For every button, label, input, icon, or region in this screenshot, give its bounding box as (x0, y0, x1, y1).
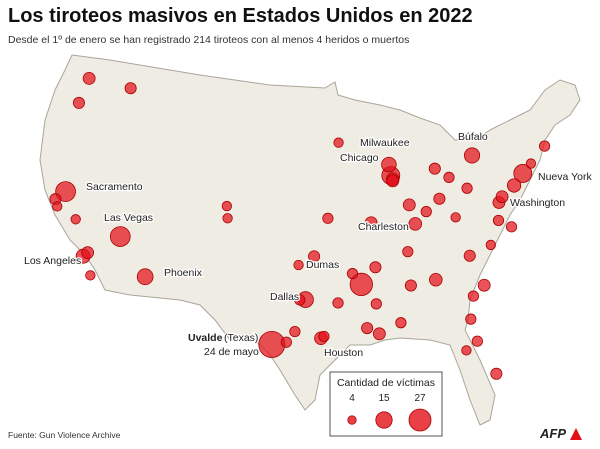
shooting-bubble (136, 268, 154, 286)
shooting-bubble (221, 200, 233, 212)
shooting-bubble (124, 82, 137, 95)
shooting-bubble (370, 298, 382, 310)
shooting-bubble (289, 325, 301, 338)
shooting-bubble (485, 239, 496, 251)
shooting-bubble (433, 192, 446, 205)
shooting-bubble (525, 158, 537, 169)
shooting-bubble (513, 164, 533, 183)
shooting-bubble (505, 221, 518, 233)
shooting-bubble (70, 214, 81, 225)
city-label: Búfalo (458, 131, 488, 143)
uvalde-date: 24 de mayo (204, 346, 259, 358)
city-label: Houston (324, 347, 363, 359)
shooting-bubble (308, 250, 321, 263)
shooting-bubble (492, 214, 505, 227)
city-label: Chicago (340, 152, 379, 164)
subtitle: Desde el 1º de enero se han registrado 2… (8, 34, 409, 46)
shooting-bubble (408, 217, 423, 231)
shooting-bubble (222, 213, 233, 224)
shooting-bubble (332, 297, 344, 309)
city-label: Dumas (306, 259, 339, 271)
legend-bubble (347, 415, 357, 425)
shooting-bubble (506, 178, 522, 193)
title: Los tiroteos masivos en Estados Unidos e… (8, 5, 473, 27)
city-label: Phoenix (164, 267, 203, 279)
us-outline (39, 54, 581, 426)
shooting-bubble (450, 212, 461, 223)
shooting-bubble (72, 96, 85, 109)
legend-title: Cantidad de víctimas (337, 377, 435, 389)
shooting-bubble (538, 140, 551, 152)
shooting-bubble (443, 171, 455, 183)
legend-size-label: 15 (378, 393, 390, 404)
shooting-bubble (109, 226, 131, 247)
shooting-bubble (461, 345, 472, 356)
city-label: Charleston (358, 221, 409, 233)
shooting-bubble (258, 330, 286, 358)
shooting-bubble (372, 327, 386, 341)
shooting-bubble (361, 322, 374, 335)
shooting-bubble (465, 313, 477, 325)
shooting-bubble (82, 71, 96, 85)
legend-bubble (408, 408, 432, 432)
shooting-bubble (477, 278, 491, 292)
city-label: Milwaukee (360, 137, 410, 149)
uvalde-state: (Texas) (224, 332, 258, 344)
shooting-bubble (381, 156, 397, 173)
shooting-bubble (293, 259, 304, 271)
shooting-bubble (346, 268, 359, 280)
credit: AFP (539, 426, 566, 441)
shooting-bubble (429, 272, 443, 287)
city-label: Nueva York (538, 171, 592, 183)
legend: Cantidad de víctimas 4 15 27 (329, 371, 443, 437)
shooting-bubble (294, 294, 306, 306)
credit-logo (570, 428, 582, 440)
shooting-bubble (490, 367, 503, 380)
shooting-bubble (467, 290, 479, 302)
shooting-bubble (395, 317, 407, 329)
shooting-bubble (428, 162, 441, 175)
shooting-bubble (463, 249, 476, 262)
legend-size-label: 4 (349, 393, 355, 404)
shooting-bubble (333, 137, 344, 148)
city-label: Washington (510, 197, 565, 209)
shooting-bubble (420, 206, 432, 218)
shooting-bubble (369, 261, 382, 274)
shooting-bubble (349, 272, 373, 297)
city-label: Los Angeles (24, 255, 81, 267)
shooting-bubble (463, 147, 481, 164)
legend-size-label: 27 (414, 393, 426, 404)
shooting-bubble (280, 336, 292, 348)
shooting-bubble (402, 246, 414, 258)
shootings (49, 71, 551, 380)
shooting-bubble (318, 330, 330, 343)
uvalde-label: Uvalde (188, 332, 223, 344)
city-label: Dallas (270, 291, 299, 303)
shooting-bubble (402, 198, 416, 212)
legend-items: 4 15 27 (347, 393, 432, 432)
shooting-bubble (471, 335, 483, 347)
shooting-bubble (85, 270, 96, 281)
city-label: Las Vegas (104, 212, 153, 224)
source: Fuente: Gun Violence Archive (8, 430, 121, 440)
city-label: Sacramento (86, 181, 143, 193)
shooting-bubble (386, 174, 400, 188)
shooting-bubble (52, 201, 63, 212)
shooting-bubble (461, 182, 473, 194)
legend-bubble (375, 411, 393, 429)
shooting-bubble (81, 246, 95, 260)
shooting-bubble (322, 212, 334, 224)
shooting-bubble (364, 216, 378, 230)
shooting-bubble (495, 190, 509, 204)
shooting-bubble (404, 279, 417, 292)
